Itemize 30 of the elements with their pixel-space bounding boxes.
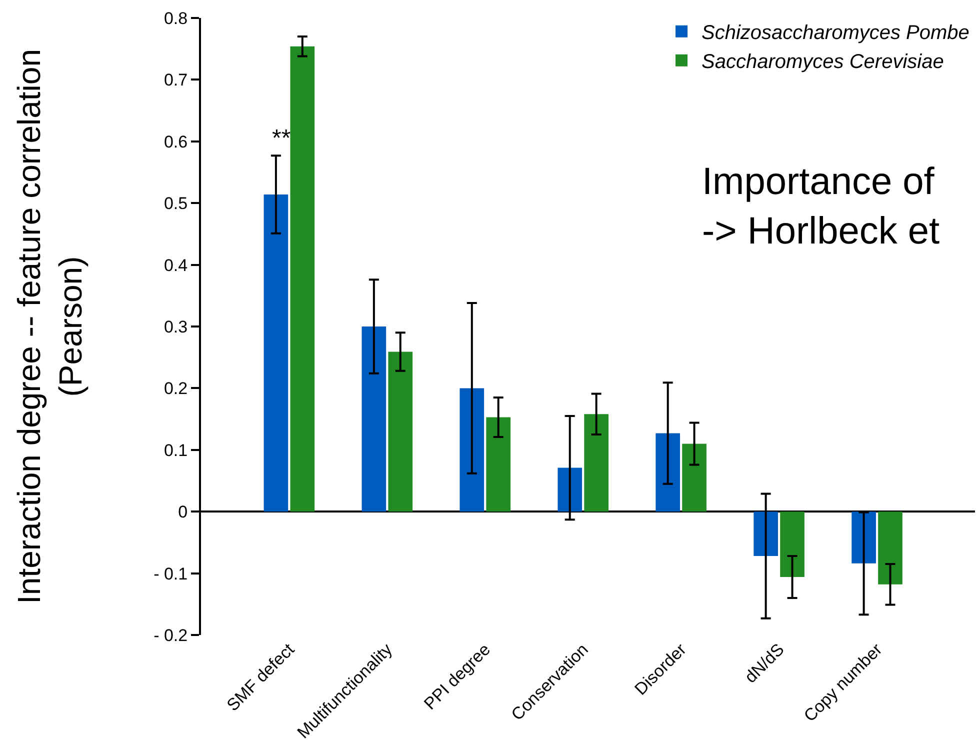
- bar: [754, 512, 778, 556]
- bar: [780, 512, 804, 577]
- y-tick-label: 0.6: [164, 132, 188, 152]
- y-tick-label: 0.5: [164, 194, 188, 214]
- y-axis-title: Interaction degree -- feature correlation (Pearson): [10, 49, 88, 604]
- y-tick-label: - 0.1: [154, 564, 188, 584]
- y-tick-label: 0: [178, 502, 188, 522]
- bar: [852, 512, 876, 564]
- y-tick-label: - 0.2: [154, 626, 188, 645]
- bar: [290, 46, 315, 512]
- bar: [460, 388, 484, 512]
- bar: [362, 326, 386, 512]
- bar: [584, 414, 608, 512]
- bar: [656, 433, 680, 512]
- legend-label: Saccharomyces Cerevisiae: [702, 51, 944, 74]
- bar: [264, 194, 288, 512]
- bar: [388, 352, 413, 512]
- legend-label: Schizosaccharomyces Pombe: [702, 22, 970, 44]
- bar: [878, 512, 902, 584]
- y-tick-label: 0.1: [164, 440, 188, 460]
- bar: [486, 417, 511, 512]
- y-tick-label: 0.4: [164, 256, 188, 275]
- bar: [682, 444, 706, 512]
- y-tick-label: 0.2: [164, 379, 188, 398]
- y-tick-label: 0.3: [164, 317, 188, 336]
- annotation: Importance of -> Horlbeck et: [702, 161, 940, 252]
- bar: [558, 468, 582, 512]
- y-tick-label: 0.8: [164, 8, 188, 28]
- y-tick-label: 0.7: [164, 70, 188, 90]
- annotation: **: [272, 125, 291, 152]
